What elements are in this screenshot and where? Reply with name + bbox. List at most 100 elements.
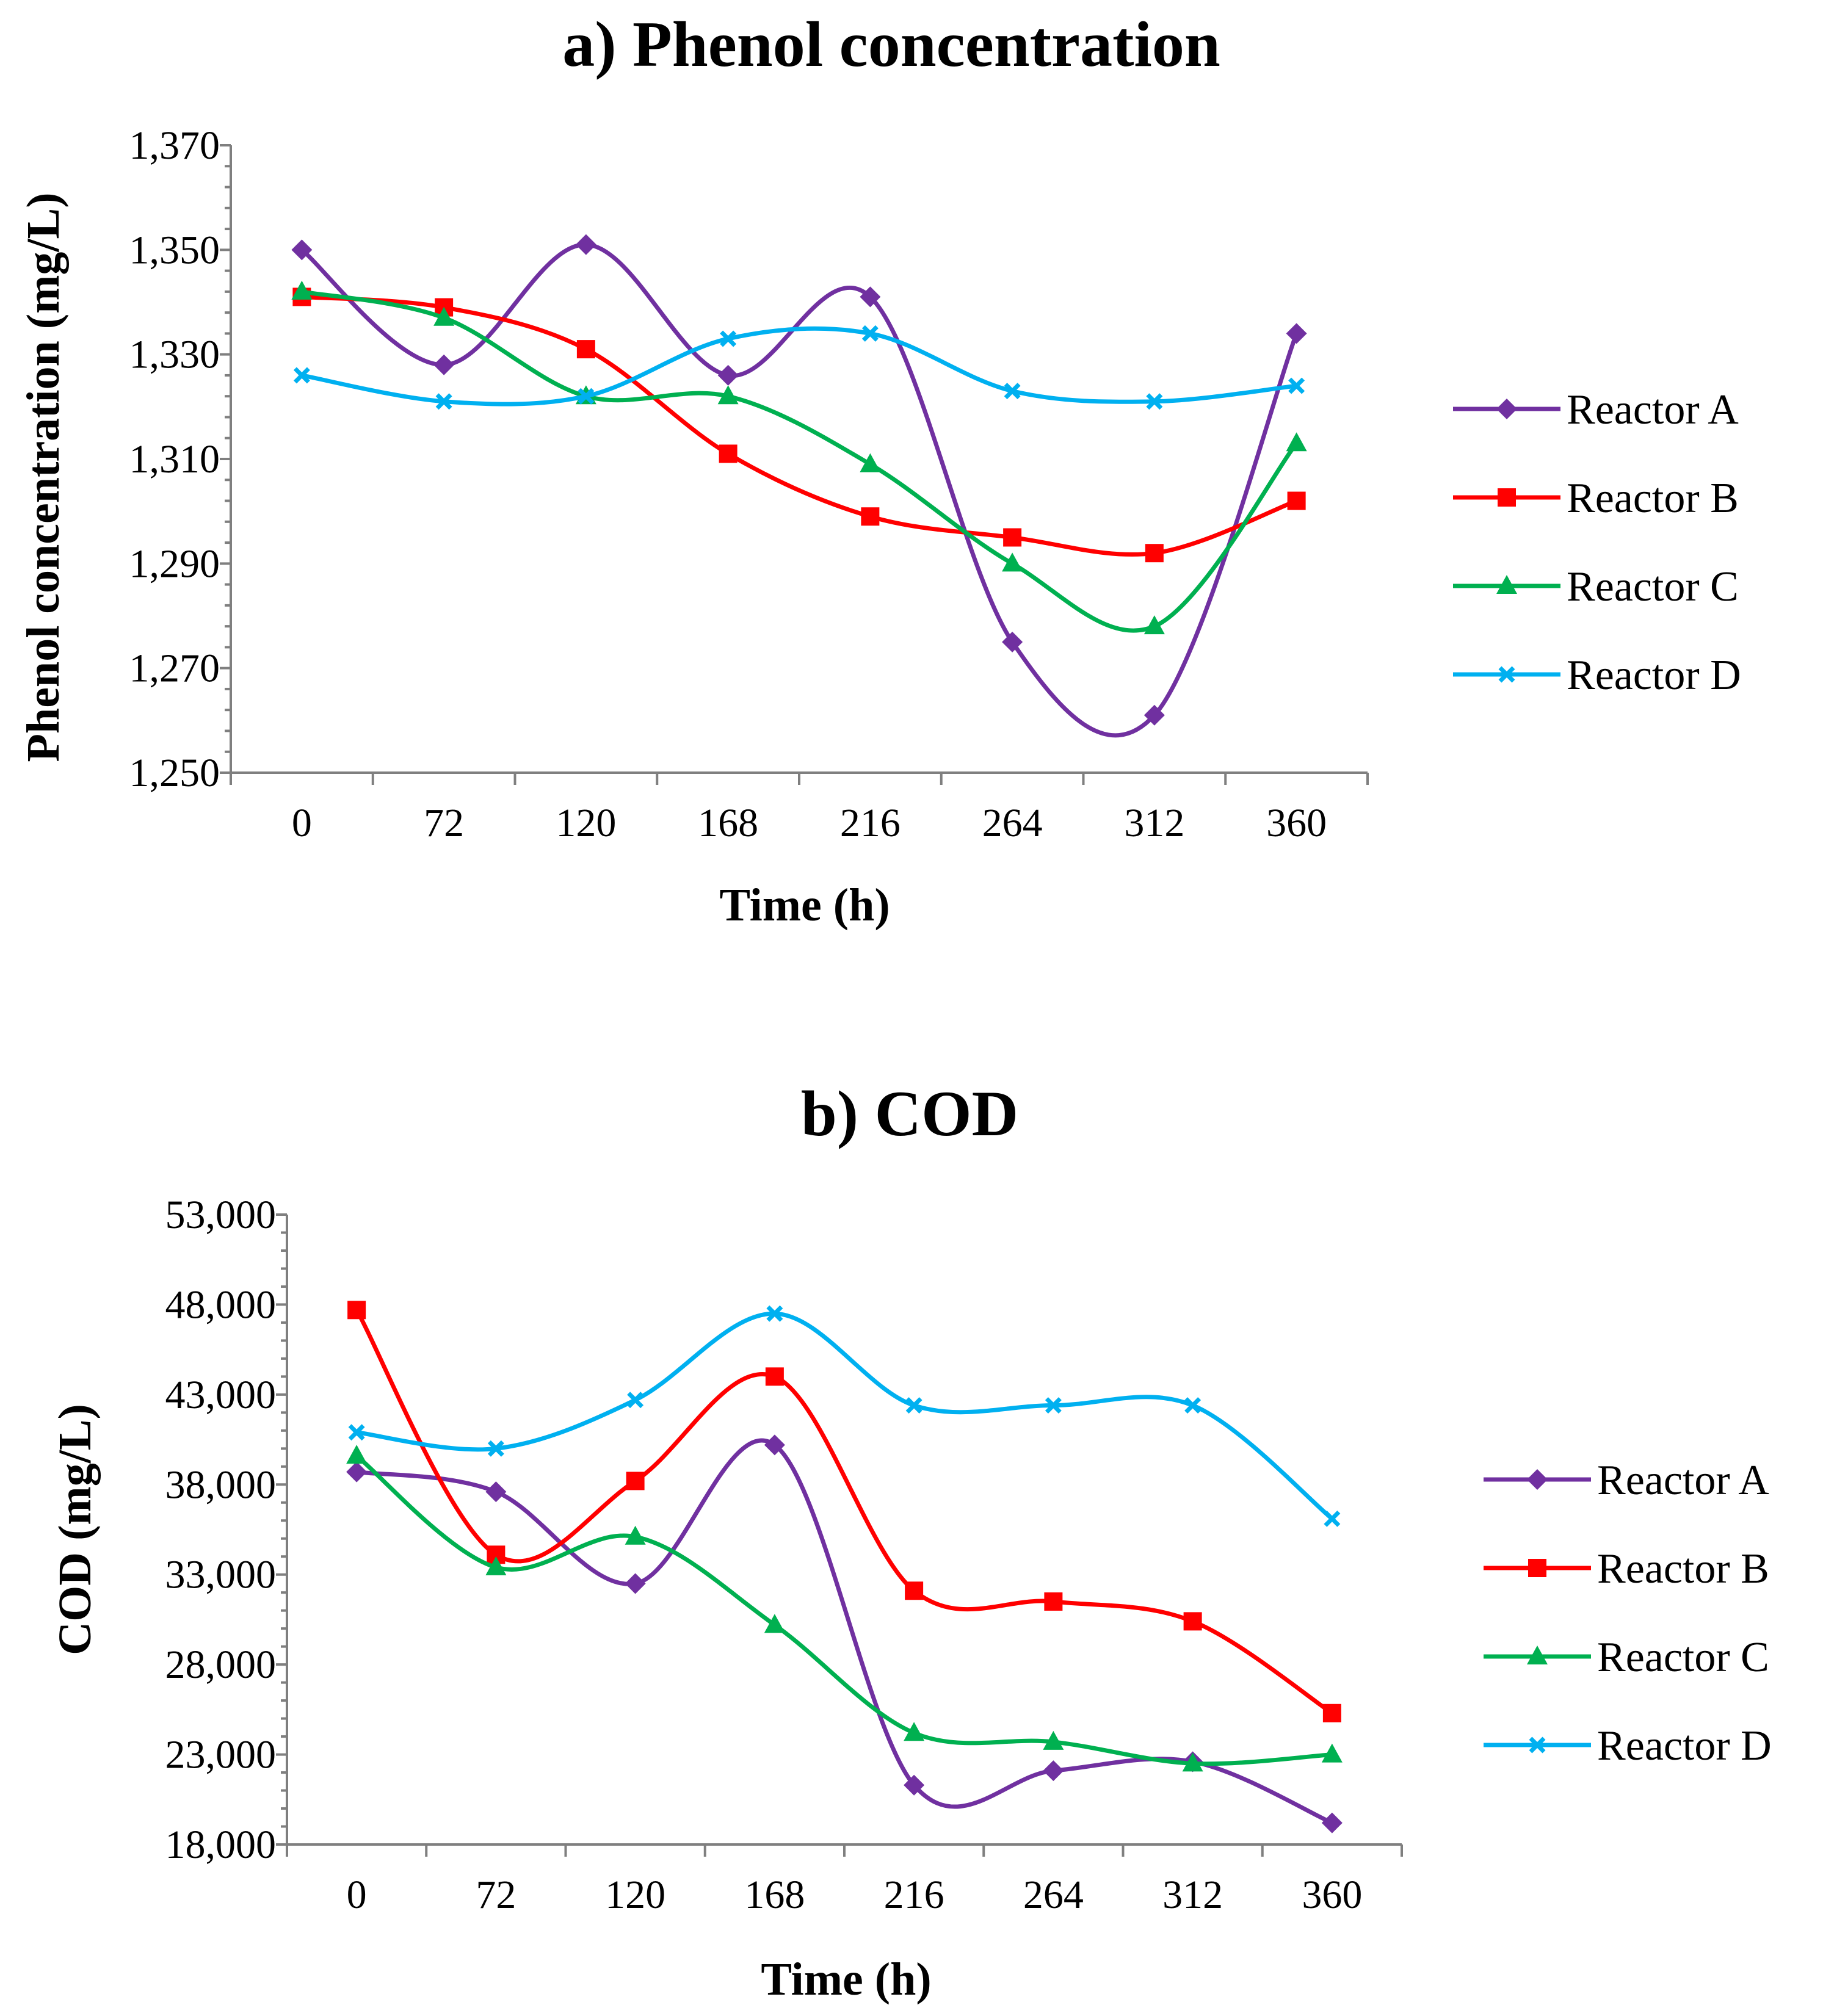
data-point <box>626 1472 645 1490</box>
legend-label: Reactor B <box>1597 1545 1769 1592</box>
data-point <box>346 1461 368 1483</box>
cod-chart: b) COD Time (h) COD (mg/L) 18,000 23,000 2… <box>49 1078 1772 2005</box>
data-point <box>1044 1592 1063 1611</box>
data-point <box>717 385 739 405</box>
x-tick-label: 360 <box>1266 801 1327 845</box>
data-point <box>1183 1612 1202 1631</box>
legend-label: Reactor B <box>1567 475 1739 522</box>
x-tick-label: 0 <box>347 1873 367 1917</box>
legend-entry: Reactor A <box>1484 1457 1769 1504</box>
legend-marker <box>1496 399 1517 419</box>
y-tick-label: 28,000 <box>165 1642 277 1687</box>
legend-marker <box>1528 1559 1546 1577</box>
data-point <box>1003 528 1022 547</box>
chart-title: b) COD <box>801 1078 1018 1149</box>
x-axis-label: Time (h) <box>719 880 890 931</box>
x-tick-label: 264 <box>982 801 1043 845</box>
y-axis-label: Phenol concentration (mg/L) <box>18 192 69 762</box>
y-tick-label: 38,000 <box>165 1462 277 1507</box>
data-point <box>1146 393 1163 410</box>
data-point <box>1286 323 1307 344</box>
x-tick-label: 120 <box>605 1873 665 1917</box>
legend-label: Reactor D <box>1567 652 1741 699</box>
y-tick-label: 18,000 <box>165 1823 277 1867</box>
legend-entry: Reactor D <box>1484 1722 1772 1769</box>
series-reactor-a <box>346 1434 1343 1834</box>
data-point <box>1143 615 1165 635</box>
data-point <box>435 393 452 410</box>
data-point <box>717 364 739 386</box>
series-reactor-b <box>347 1301 1341 1722</box>
y-tick-label: 1,270 <box>129 646 220 691</box>
x-tick-label: 0 <box>292 801 312 845</box>
legend-label: Reactor A <box>1567 386 1739 433</box>
x-tick-label: 264 <box>1023 1873 1084 1917</box>
data-point <box>860 286 881 308</box>
legend-entry: Reactor C <box>1453 563 1739 610</box>
y-tick-label: 33,000 <box>165 1553 277 1597</box>
data-point <box>1287 491 1306 510</box>
data-point <box>1322 1703 1341 1722</box>
y-axis-label: COD (mg/L) <box>49 1404 101 1655</box>
data-point <box>1182 1752 1203 1772</box>
data-point <box>720 330 737 347</box>
legend-label: Reactor A <box>1597 1457 1769 1504</box>
y-tick-label: 1,330 <box>129 333 220 377</box>
x-tick-label: 312 <box>1162 1873 1223 1917</box>
legend-entry: Reactor B <box>1484 1545 1769 1592</box>
legend-marker <box>1498 666 1515 683</box>
data-point <box>905 1397 922 1414</box>
data-point <box>433 306 455 326</box>
series-group <box>346 1301 1343 1834</box>
legend-label: Reactor D <box>1597 1722 1772 1769</box>
data-point <box>1286 432 1307 452</box>
data-point <box>575 234 596 255</box>
data-point <box>291 280 313 300</box>
data-point <box>1002 552 1023 572</box>
data-point <box>1043 1760 1064 1782</box>
x-tick-label: 168 <box>698 801 758 845</box>
y-tick-label: 1,250 <box>129 751 220 795</box>
data-point <box>860 453 881 472</box>
data-point <box>861 325 879 342</box>
data-point <box>764 1614 785 1633</box>
y-tick-label: 48,000 <box>165 1282 277 1327</box>
y-tick-label: 1,290 <box>129 541 220 586</box>
x-tick-label: 72 <box>424 801 464 845</box>
data-point <box>625 1525 646 1545</box>
data-point <box>1184 1397 1201 1414</box>
x-tick-label: 216 <box>884 1873 944 1917</box>
series-line <box>299 326 1299 406</box>
data-point <box>346 1445 368 1464</box>
data-point <box>1145 544 1164 563</box>
series-group <box>291 234 1307 738</box>
data-point <box>348 1424 365 1441</box>
axes: 18,000 23,000 28,000 33,000 38,000 43,000 48,0… <box>165 1193 1403 1917</box>
legend-label: Reactor C <box>1567 563 1739 610</box>
series-line <box>354 1307 1335 1716</box>
phenol-chart: a) Phenol concentration Time (h) Phenol … <box>18 9 1741 931</box>
legend: Reactor A Reactor B Reactor C Reactor D <box>1453 386 1741 699</box>
data-point <box>1043 1730 1064 1750</box>
data-point <box>1045 1397 1062 1414</box>
data-point <box>905 1581 924 1600</box>
legend-entry: Reactor C <box>1484 1634 1769 1681</box>
data-point <box>625 1573 646 1594</box>
axes: 1,250 1,270 1,290 1,310 1,330 1,350 1,370 0 72 12… <box>129 123 1369 845</box>
x-tick-label: 360 <box>1302 1873 1362 1917</box>
legend-marker <box>1498 488 1516 507</box>
legend-entry: Reactor A <box>1453 386 1739 433</box>
series-line <box>299 294 1299 557</box>
legend-entry: Reactor B <box>1453 475 1739 522</box>
legend-marker <box>1496 575 1517 594</box>
y-tick-label: 43,000 <box>165 1373 277 1417</box>
y-tick-label: 1,350 <box>129 228 220 272</box>
legend-marker <box>1529 1736 1546 1754</box>
data-point <box>1324 1510 1341 1527</box>
data-point <box>485 1481 507 1503</box>
series-reactor-c <box>291 280 1307 635</box>
data-point <box>1004 383 1021 400</box>
y-tick-label: 1,310 <box>129 437 220 482</box>
x-tick-label: 312 <box>1124 801 1184 845</box>
